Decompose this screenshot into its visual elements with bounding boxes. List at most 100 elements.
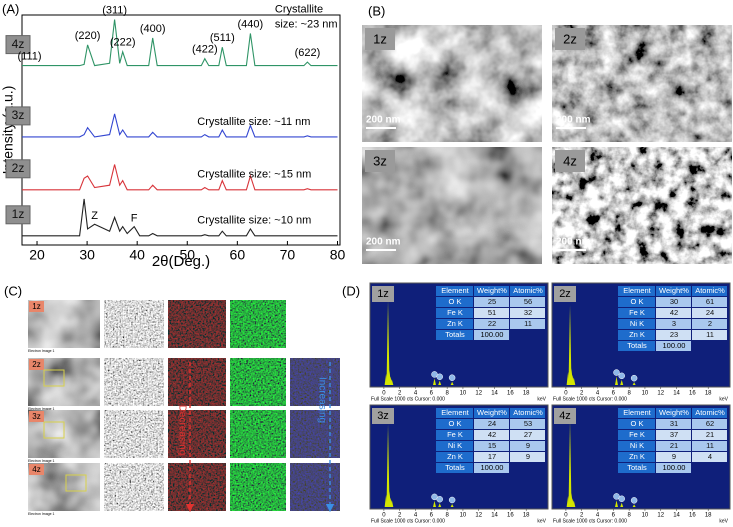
- x-tick-label: 10: [460, 513, 467, 519]
- x-tick-label: 16: [507, 513, 514, 519]
- row-label-box: [29, 464, 44, 475]
- x-tick-label: 8: [445, 391, 449, 397]
- table-cell: [692, 297, 727, 307]
- table-cell: [474, 319, 509, 329]
- spectrum-peak: [620, 379, 624, 385]
- table-cell: [474, 330, 509, 340]
- table-cell: [656, 452, 691, 462]
- spectrum-peak: [390, 499, 394, 507]
- trend-label: Increasing: [316, 377, 327, 423]
- table-value: 23: [670, 330, 678, 339]
- crystallite-note: Crystallite: [275, 4, 323, 16]
- row-label-box: [29, 301, 44, 312]
- spectrum-peak: [614, 376, 618, 385]
- table-cell: [692, 330, 727, 340]
- row-label: 2z: [32, 360, 40, 369]
- x-tick-label: 60: [230, 247, 246, 263]
- spectrum-peak: [450, 381, 454, 385]
- x-tick-label: 18: [705, 391, 712, 397]
- table-total-label: Totals: [627, 341, 647, 350]
- hkl-label: (220): [75, 30, 101, 42]
- panel-label: (D): [342, 283, 360, 298]
- table-cell: [474, 430, 509, 440]
- spectrum-label-box: [372, 286, 394, 302]
- table-cell: [436, 441, 473, 451]
- table-header-cell: [436, 408, 473, 418]
- x-tick-label: 16: [507, 391, 514, 397]
- table-header: Weight%: [477, 286, 507, 295]
- table-header: Atomic%: [513, 408, 543, 417]
- peak-marker: [448, 496, 456, 504]
- x-tick-label: 10: [460, 391, 467, 397]
- element-map: [104, 463, 164, 511]
- table-cell: [618, 319, 655, 329]
- table-value: 9: [526, 452, 530, 461]
- table-cell: [510, 297, 545, 307]
- image-label: 4z: [563, 153, 577, 168]
- sample-box: [5, 35, 31, 55]
- element-map: [230, 463, 286, 511]
- table-cell: [436, 330, 473, 340]
- table-value: Ni K: [630, 441, 644, 450]
- row-label-box: [29, 359, 44, 370]
- table-cell: [618, 430, 655, 440]
- table-cell: [656, 419, 691, 429]
- table-value: 17: [488, 452, 496, 461]
- table-cell: [656, 297, 691, 307]
- table-value: O K: [631, 297, 644, 306]
- roi-box: [43, 369, 65, 387]
- panel-label: (A): [2, 1, 19, 16]
- table-header: Element: [441, 408, 469, 417]
- x-tick-label: 2: [398, 391, 402, 397]
- table-value: Fe K: [447, 430, 463, 439]
- element-map: [104, 300, 164, 348]
- image-caption: Electron Image 1: [28, 512, 55, 516]
- table-cell: [510, 430, 545, 440]
- table-cell: [656, 341, 691, 351]
- image-caption: Electron Image 1: [28, 459, 55, 463]
- image-label-box: [555, 150, 585, 172]
- table-total: 100.00: [663, 463, 686, 472]
- xrd-trace: [22, 113, 338, 138]
- element-map: [290, 358, 340, 406]
- x-tick-label: 2: [398, 513, 402, 519]
- hkl-label: (440): [238, 18, 264, 30]
- scale-label: 200 nm: [366, 115, 401, 126]
- crystallite-note: size: ~23 nm: [275, 19, 338, 31]
- panel-label: (B): [368, 3, 385, 18]
- table-value: 62: [706, 419, 714, 428]
- x-tick-label: 2: [580, 513, 584, 519]
- table-cell: [618, 341, 655, 351]
- spectrum-label-box: [372, 408, 394, 424]
- table-total: 100.00: [663, 341, 686, 350]
- table-header-cell: [692, 408, 727, 418]
- table-value: 30: [670, 297, 678, 306]
- table-value: 53: [524, 419, 532, 428]
- spectrum-peak: [450, 503, 454, 507]
- x-tick-label: 10: [642, 391, 649, 397]
- x-tick-label: 0: [564, 391, 568, 397]
- spectrum-footer: Full Scale 1000 cts Cursor: 0.000: [371, 518, 445, 524]
- x-tick-label: 0: [564, 513, 568, 519]
- peak-marker: [448, 374, 456, 381]
- table-value: 27: [524, 430, 532, 439]
- sample-box: [5, 205, 31, 225]
- sample-label: 1z: [12, 207, 25, 221]
- spectrum-label-box: [554, 408, 576, 424]
- crystallite-note: Crystallite size: ~11 nm: [197, 116, 310, 128]
- table-value: 4: [708, 452, 712, 461]
- image-label: 2z: [563, 31, 577, 46]
- spectrum-peak: [620, 502, 624, 507]
- table-value: 56: [524, 297, 532, 306]
- hkl-label: (422): [192, 44, 218, 56]
- spectrum-label: 3z: [377, 410, 389, 422]
- row-label: 3z: [32, 412, 40, 421]
- image-label: 3z: [373, 153, 387, 168]
- peak-marker: [630, 374, 638, 382]
- hkl-label: (111): [17, 51, 41, 63]
- table-cell: [692, 430, 727, 440]
- table-header: Atomic%: [695, 286, 725, 295]
- x-tick-label: 20: [29, 247, 45, 263]
- xrd-trace: [22, 198, 338, 237]
